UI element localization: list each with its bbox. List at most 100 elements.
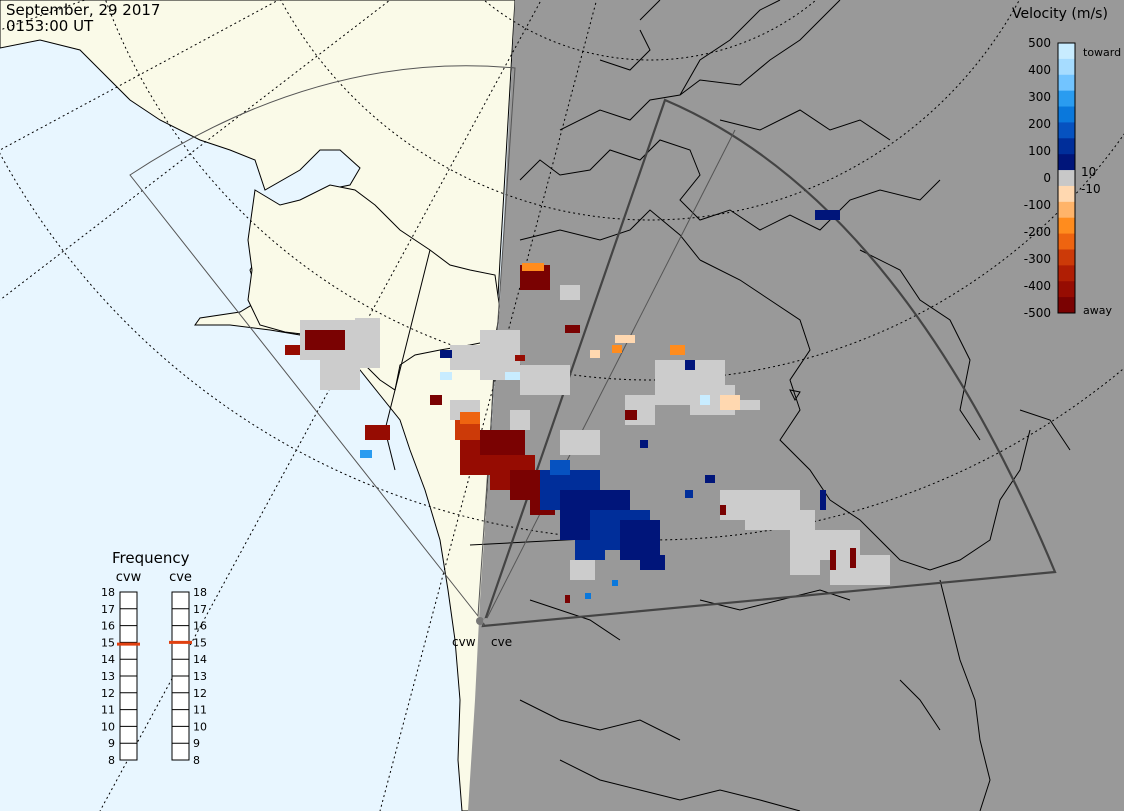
ground-scatter-cell	[355, 318, 380, 368]
velocity-cell	[515, 355, 525, 361]
freq-tick-right: 8	[193, 754, 200, 767]
colorbar-segment	[1058, 249, 1075, 266]
velocity-colorbar: 500 400 300 200 100 0 -100 -200 -300 -400 -500 10 -1…	[1024, 36, 1121, 320]
colorbar-tick-label: 400	[1028, 63, 1051, 77]
radar-label-cvw: cvw	[452, 635, 476, 649]
velocity-cell	[480, 430, 525, 455]
velocity-cell	[615, 335, 635, 343]
freq-tick-right: 14	[193, 653, 207, 666]
colorbar-tick-label: -200	[1024, 225, 1051, 239]
colorbar-tick-label: 200	[1028, 117, 1051, 131]
velocity-cell	[670, 345, 685, 355]
ground-scatter-cell	[745, 510, 815, 530]
toward-label: toward	[1083, 46, 1121, 59]
colorbar-tick-label: 300	[1028, 90, 1051, 104]
colorbar-segment	[1058, 201, 1075, 219]
freq-radar-label-cve: cve	[169, 570, 192, 585]
colorbar-segment	[1058, 265, 1075, 282]
colorbar-tick-label: -300	[1024, 252, 1051, 266]
timestamp-header: September, 29 2017 0153:00 UT	[6, 2, 160, 34]
velocity-cell	[585, 593, 591, 599]
freq-tick-left: 17	[101, 603, 115, 616]
freq-tick-right: 18	[193, 586, 207, 599]
colorbar-segment	[1058, 233, 1075, 250]
velocity-cell	[430, 395, 442, 405]
freq-tick-left: 10	[101, 720, 115, 733]
velocity-cell	[820, 490, 826, 510]
velocity-cell	[850, 548, 856, 568]
freq-tick-left: 16	[101, 620, 115, 633]
velocity-legend-title: Velocity (m/s)	[1012, 6, 1108, 22]
ground-scatter-cell	[560, 285, 580, 300]
colorbar-segment	[1058, 106, 1075, 123]
time-text: 0153:00 UT	[6, 17, 94, 35]
ground-scatter-cell	[570, 560, 595, 580]
colorbar-segment	[1058, 170, 1075, 187]
colorbar-segment	[1058, 74, 1075, 92]
colorbar-segment	[1058, 90, 1075, 108]
freq-tick-right: 12	[193, 687, 207, 700]
velocity-cell	[575, 540, 605, 560]
colorbar-frame	[1057, 42, 1076, 314]
velocity-cell	[815, 210, 840, 220]
away-label: away	[1083, 304, 1112, 317]
velocity-cell	[612, 345, 622, 353]
velocity-cell	[620, 520, 660, 560]
colorbar-inner-label: 10	[1081, 165, 1096, 179]
velocity-cell	[505, 372, 520, 380]
ground-scatter-cell	[560, 430, 600, 455]
velocity-cell	[365, 425, 390, 440]
freq-tick-left: 11	[101, 704, 115, 717]
colorbar-segment	[1058, 217, 1075, 235]
velocity-cell	[440, 372, 452, 380]
radar-label-cve: cve	[491, 635, 512, 649]
freq-tick-left: 13	[101, 670, 115, 683]
freq-tick-right: 10	[193, 720, 207, 733]
fov-cvw	[129, 65, 516, 618]
land-daylight	[0, 0, 516, 811]
velocity-cell	[460, 412, 480, 424]
freq-tick-right: 15	[193, 636, 207, 649]
velocity-cell	[285, 345, 300, 355]
radar-site-cve	[483, 618, 489, 624]
ground-scatter-cell	[510, 410, 530, 430]
date-text: September, 29 2017	[6, 1, 161, 19]
velocity-cell	[685, 490, 693, 498]
velocity-cell	[565, 325, 580, 333]
velocity-cells	[285, 210, 856, 603]
velocity-cell	[625, 410, 637, 420]
ground-scatter-cell	[740, 400, 760, 410]
freq-tick-left: 8	[108, 754, 115, 767]
velocity-cell	[700, 395, 710, 405]
ground-scatter	[300, 285, 890, 585]
freq-tick-right: 16	[193, 620, 207, 633]
velocity-cell	[685, 360, 695, 370]
ground-scatter-cell	[480, 330, 520, 380]
ground-scatter-cell	[790, 545, 820, 575]
colorbar-tick-label: 0	[1043, 171, 1051, 185]
colorbar-tick-label: -500	[1024, 306, 1051, 320]
fov-cve	[481, 98, 1057, 628]
colorbar-segment	[1058, 281, 1075, 298]
velocity-cell	[590, 350, 600, 358]
night-terminator-region	[468, 0, 1124, 811]
velocity-cell	[720, 505, 726, 515]
freq-tick-right: 11	[193, 704, 207, 717]
colorbar-tick-label: -400	[1024, 279, 1051, 293]
velocity-cell	[522, 263, 544, 271]
colorbar-segment	[1058, 297, 1075, 314]
colorbar-tick-label: 500	[1028, 36, 1051, 50]
colorbar-segment	[1058, 122, 1075, 139]
radar-site-cvw	[476, 617, 484, 625]
fov-cve-beam	[482, 129, 736, 627]
freq-tick-right: 13	[193, 670, 207, 683]
velocity-cell	[565, 595, 570, 603]
velocity-cell	[360, 450, 372, 458]
colorbar-tick-label: 100	[1028, 144, 1051, 158]
velocity-cell	[720, 395, 740, 410]
freq-radar-label-cvw: cvw	[116, 570, 142, 585]
freq-tick-right: 9	[193, 737, 200, 750]
colorbar-segment	[1058, 154, 1075, 171]
